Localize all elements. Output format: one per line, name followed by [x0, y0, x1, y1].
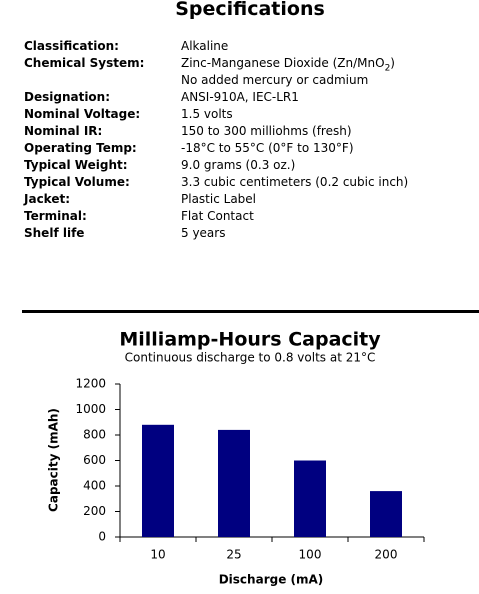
spec-label: Chemical System: — [24, 56, 145, 70]
x-axis-label: Discharge (mA) — [219, 573, 324, 587]
y-axis-label: Capacity (mAh) — [47, 408, 61, 512]
subscript: 2 — [384, 63, 391, 74]
y-tick-label: 0 — [98, 530, 106, 544]
y-tick-label: 1200 — [75, 377, 106, 391]
spec-label: Terminal: — [24, 209, 87, 223]
bar — [370, 491, 402, 537]
spec-label: Operating Temp: — [24, 141, 137, 155]
x-tick-label: 10 — [150, 548, 165, 562]
spec-label: Typical Volume: — [24, 175, 130, 189]
bar — [294, 460, 326, 537]
y-tick-label: 600 — [83, 453, 106, 467]
bar — [142, 424, 174, 537]
spec-label: Shelf life — [24, 226, 85, 240]
spec-value: 150 to 300 milliohms (fresh) — [181, 124, 352, 138]
spec-label: Nominal Voltage: — [24, 107, 141, 121]
y-tick-label: 400 — [83, 479, 106, 493]
divider — [22, 310, 479, 313]
spec-label: Typical Weight: — [24, 158, 128, 172]
spec-value: Alkaline — [181, 39, 229, 53]
spec-value: 9.0 grams (0.3 oz.) — [181, 158, 296, 172]
spec-value: 3.3 cubic centimeters (0.2 cubic inch) — [181, 175, 409, 189]
spec-label: Classification: — [24, 39, 119, 53]
chart-title: Milliamp-Hours Capacity — [119, 329, 381, 351]
spec-value: ANSI-910A, IEC-LR1 — [181, 90, 299, 104]
spec-title: Specifications — [175, 0, 325, 20]
x-tick-label: 25 — [226, 548, 241, 562]
spec-value: Zinc-Manganese Dioxide (Zn/MnO2) — [181, 56, 395, 75]
value-text: Zinc-Manganese Dioxide (Zn/MnO — [181, 56, 385, 70]
spec-value: 5 years — [181, 226, 226, 240]
y-tick-label: 200 — [83, 504, 106, 518]
y-tick-label: 800 — [83, 428, 106, 442]
spec-value: Flat Contact — [181, 209, 254, 223]
spec-value: Plastic Label — [181, 192, 256, 206]
spec-label: Designation: — [24, 90, 111, 104]
spec-value: No added mercury or cadmium — [181, 73, 369, 87]
spec-label: Jacket: — [24, 192, 71, 206]
x-tick-label: 100 — [299, 548, 322, 562]
value-text: ) — [390, 56, 395, 70]
spec-label: Nominal IR: — [24, 124, 103, 138]
bar — [218, 429, 250, 537]
x-tick-label: 200 — [375, 548, 398, 562]
spec-value: -18°C to 55°C (0°F to 130°F) — [181, 141, 354, 155]
y-tick-label: 1000 — [75, 402, 106, 416]
chart-subtitle: Continuous discharge to 0.8 volts at 21°… — [125, 351, 376, 365]
spec-value: 1.5 volts — [181, 107, 233, 121]
